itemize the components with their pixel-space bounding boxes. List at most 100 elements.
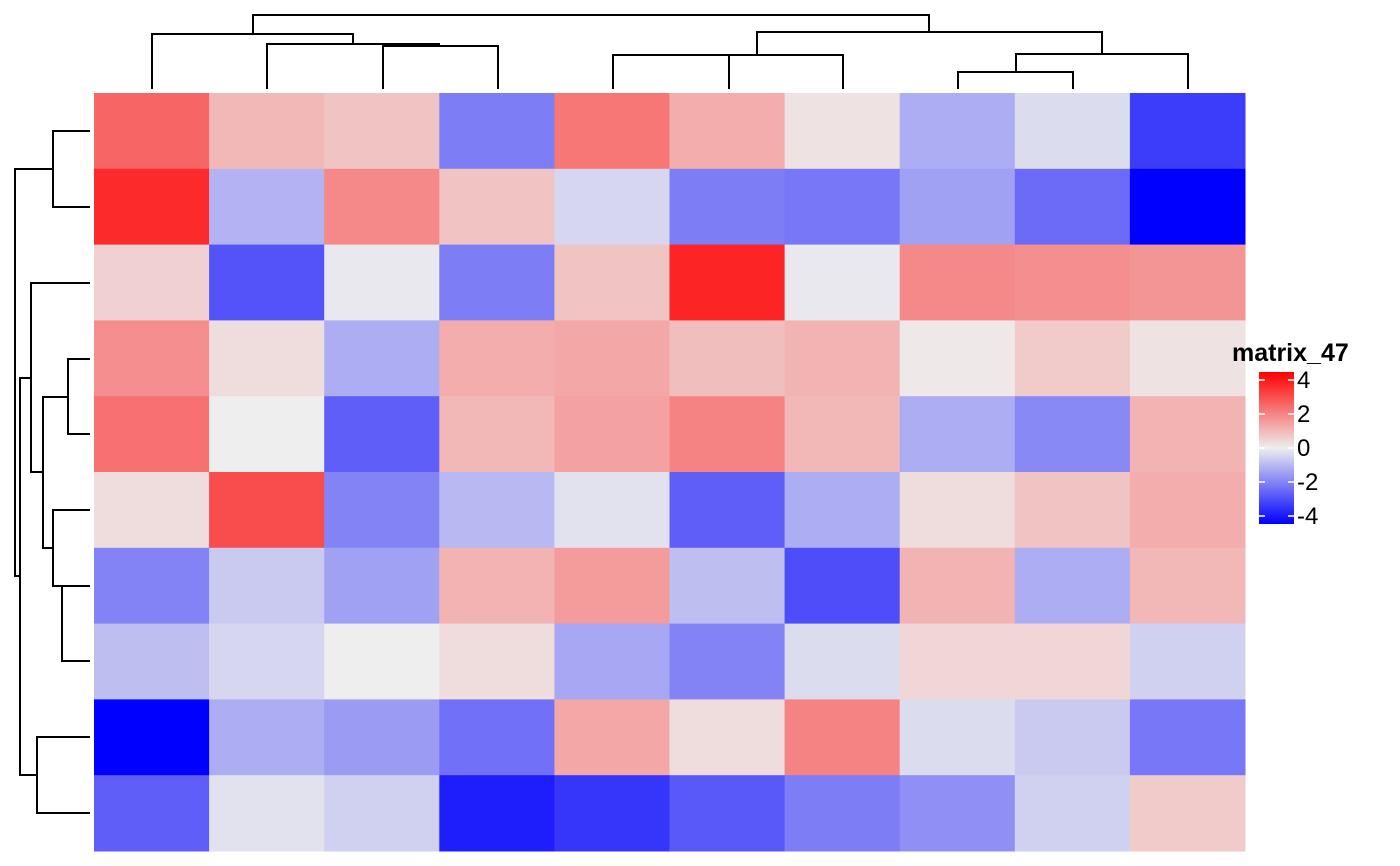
heatmap-cell: [669, 93, 786, 170]
heatmap-cell: [1129, 168, 1246, 246]
heatmap-cell: [94, 244, 210, 321]
heatmap-cell: [439, 775, 555, 852]
heatmap-cell: [784, 396, 901, 473]
heatmap-cell: [324, 244, 440, 321]
heatmap-cell: [554, 472, 670, 549]
heatmap-cell: [899, 93, 1016, 170]
heatmap-cell: [899, 623, 1016, 700]
heatmap-cell: [439, 320, 555, 397]
heatmap-cell: [784, 472, 901, 549]
heatmap-cell: [439, 93, 555, 170]
heatmap-cell: [554, 168, 670, 246]
heatmap-cell: [554, 244, 670, 321]
heatmap-cell: [94, 93, 210, 170]
heatmap-cell: [324, 775, 440, 852]
heatmap-cell: [439, 699, 555, 776]
heatmap-cell: [324, 320, 440, 397]
heatmap-cell: [94, 320, 210, 397]
heatmap-cell: [324, 623, 440, 700]
heatmap-cell: [784, 93, 901, 170]
heatmap-cell: [439, 396, 555, 473]
heatmap-cell: [94, 699, 210, 776]
column-dendrogram: [151, 14, 1189, 89]
heatmap-cell: [554, 93, 670, 170]
heatmap-cell: [94, 547, 210, 625]
heatmap-cell: [669, 244, 786, 321]
heatmap-cell: [94, 396, 210, 473]
heatmap-cell: [899, 168, 1016, 246]
heatmap-cell: [669, 623, 786, 700]
heatmap-cells: [94, 93, 1246, 852]
heatmap-cell: [784, 168, 901, 246]
heatmap-cell: [439, 623, 555, 700]
heatmap-cell: [554, 775, 670, 852]
heatmap-cell: [1129, 699, 1246, 776]
heatmap-cell: [899, 396, 1016, 473]
heatmap-cell: [1014, 93, 1131, 170]
heatmap-cell: [1129, 547, 1246, 625]
heatmap-cell: [554, 320, 670, 397]
heatmap-cell: [439, 472, 555, 549]
heatmap-cell: [1129, 396, 1246, 473]
heatmap-cell: [669, 775, 786, 852]
heatmap-cell: [1129, 775, 1246, 852]
heatmap-cell: [784, 699, 901, 776]
heatmap-cell: [784, 244, 901, 321]
heatmap-cell: [1129, 623, 1246, 700]
heatmap-cell: [1129, 93, 1246, 170]
heatmap-cell: [324, 472, 440, 549]
heatmap-cell: [784, 623, 901, 700]
heatmap-cell: [94, 623, 210, 700]
heatmap-cell: [209, 623, 325, 700]
heatmap-cell: [209, 775, 325, 852]
heatmap-cell: [1129, 244, 1246, 321]
heatmap-cell: [324, 93, 440, 170]
row-dendrogram: [14, 130, 90, 814]
heatmap-cell: [1014, 472, 1131, 549]
heatmap-cell: [669, 320, 786, 397]
heatmap-cell: [209, 168, 325, 246]
heatmap-cell: [784, 775, 901, 852]
heatmap-cell: [324, 396, 440, 473]
heatmap-cell: [554, 623, 670, 700]
heatmap-cell: [1014, 699, 1131, 776]
heatmap-cell: [669, 547, 786, 625]
heatmap-cell: [324, 547, 440, 625]
heatmap-cell: [899, 699, 1016, 776]
heatmap-cell: [1129, 320, 1246, 397]
heatmap-cell: [669, 472, 786, 549]
heatmap-cell: [209, 396, 325, 473]
heatmap-cell: [669, 168, 786, 246]
heatmap-cell: [209, 547, 325, 625]
legend-tick-label: 2: [1297, 401, 1310, 428]
heatmap-cell: [1014, 168, 1131, 246]
heatmap-cell: [899, 472, 1016, 549]
heatmap-cell: [899, 244, 1016, 321]
legend-ticks: 4 2 0 -2 -4: [1259, 367, 1318, 530]
heatmap-cell: [324, 699, 440, 776]
heatmap-cell: [554, 699, 670, 776]
heatmap-cell: [669, 396, 786, 473]
heatmap-cell: [784, 547, 901, 625]
heatmap-cell: [899, 320, 1016, 397]
heatmap-cell: [209, 93, 325, 170]
legend-tick-label: 0: [1297, 435, 1310, 462]
heatmap-cell: [94, 472, 210, 549]
heatmap-cell: [209, 699, 325, 776]
heatmap-cell: [324, 168, 440, 246]
heatmap-cell: [1014, 775, 1131, 852]
heatmap-cell: [94, 168, 210, 246]
legend-tick-label: 4: [1297, 367, 1310, 394]
legend-title: matrix_47: [1232, 339, 1349, 367]
heatmap-cell: [1014, 547, 1131, 625]
heatmap-cell: [669, 699, 786, 776]
heatmap-cell: [209, 244, 325, 321]
heatmap-cell: [899, 547, 1016, 625]
heatmap-cell: [899, 775, 1016, 852]
heatmap-cell: [94, 775, 210, 852]
heatmap-cell: [439, 244, 555, 321]
heatmap-cell: [784, 320, 901, 397]
legend: matrix_47 4 2 0 -2 -4: [1232, 339, 1349, 530]
heatmap-cell: [1014, 396, 1131, 473]
